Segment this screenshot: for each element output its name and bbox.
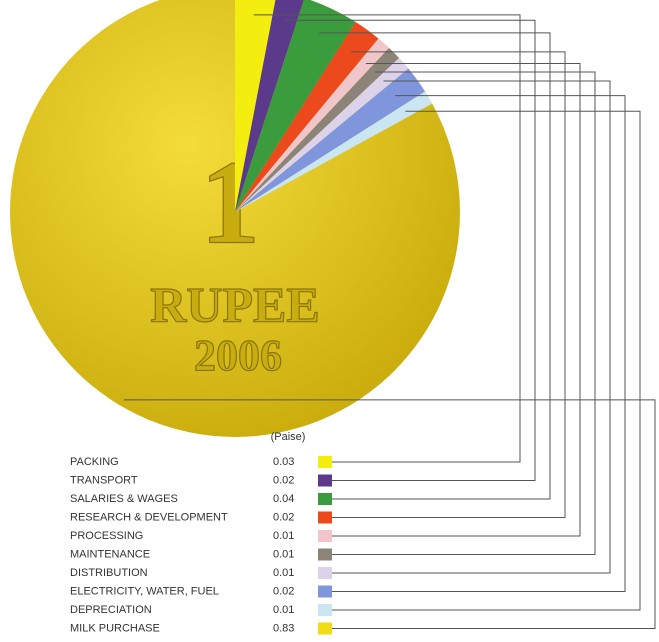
connector-line — [123, 399, 656, 629]
legend-swatch — [318, 530, 332, 542]
value-label: 0.03 — [273, 456, 294, 468]
legend-label: DEPRECIATION — [70, 604, 152, 616]
legend-swatch — [318, 622, 332, 635]
legend-label: ELECTRICITY, WATER, FUEL — [70, 585, 219, 597]
unit-label: (Paise) — [271, 431, 306, 443]
pie-slice — [235, 57, 409, 213]
pie-slice — [235, 68, 425, 212]
coin-text: RUPEE — [150, 276, 319, 332]
pie-slice — [235, 38, 390, 212]
legend-label: PROCESSING — [70, 530, 143, 542]
connector-line — [332, 62, 581, 537]
connector-line — [284, 19, 536, 481]
value-label: 0.02 — [273, 585, 294, 597]
legend-label: RESEARCH & DEVELOPMENT — [70, 511, 228, 523]
legend-swatch — [318, 604, 332, 616]
value-label: 0.04 — [273, 493, 294, 505]
legend-label: PACKING — [70, 456, 119, 468]
value-label: 0.02 — [273, 474, 294, 486]
value-label: 0.01 — [273, 604, 294, 616]
connector-line — [319, 32, 551, 500]
connector-line — [332, 71, 596, 555]
legend-swatch — [318, 474, 332, 487]
value-label: 0.01 — [273, 567, 294, 579]
connector-line — [332, 110, 641, 611]
pie-slice — [235, 0, 356, 212]
connector-line — [332, 51, 566, 518]
connector-line — [332, 80, 611, 574]
pie-slice — [235, 91, 433, 212]
legend-swatch — [318, 456, 332, 468]
legend-swatch — [318, 585, 332, 598]
legend-label: SALARIES & WAGES — [70, 493, 178, 505]
pie-slice — [235, 47, 400, 213]
value-label: 0.01 — [273, 530, 294, 542]
pie-slice — [235, 0, 276, 212]
value-label: 0.02 — [273, 511, 294, 523]
value-label: 0.83 — [273, 622, 294, 634]
legend-label: MILK PURCHASE — [70, 622, 160, 634]
pie-slice — [235, 0, 304, 212]
legend-label: DISTRIBUTION — [70, 567, 148, 579]
coin-text: 2006 — [194, 331, 282, 380]
legend-label: TRANSPORT — [70, 474, 138, 486]
pie-slice — [235, 22, 379, 213]
legend-swatch — [318, 511, 332, 524]
legend-label: MAINTENANCE — [70, 548, 150, 560]
connector-line — [253, 14, 521, 463]
value-label: 0.01 — [273, 548, 294, 560]
connector-line — [332, 95, 626, 592]
legend-swatch — [318, 493, 332, 505]
legend-swatch — [318, 567, 332, 579]
legend-swatch — [318, 548, 332, 561]
